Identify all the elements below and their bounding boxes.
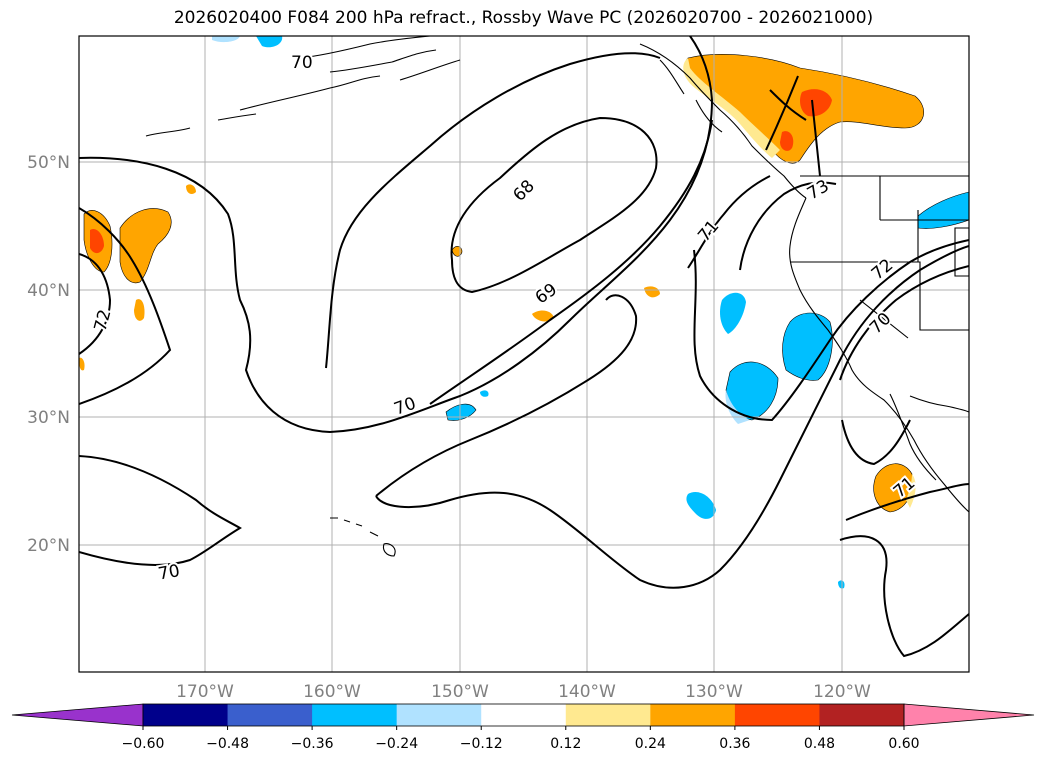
colorbar-extension-high xyxy=(903,703,1035,727)
colorbar-tick-label: 0.36 xyxy=(719,736,750,752)
contour-73-west xyxy=(79,207,172,405)
contour-71 xyxy=(375,245,969,589)
coastlines xyxy=(145,36,969,557)
colorbar-segment xyxy=(819,704,905,726)
british-columbia-coast xyxy=(639,43,807,199)
lon-label-120w: 120°W xyxy=(813,682,871,702)
shaded-anomalies xyxy=(79,36,969,589)
colorbar-segment xyxy=(143,704,229,726)
contour-north-cross xyxy=(765,75,821,177)
positive-anomaly-canada-edge xyxy=(683,58,780,158)
plot-title: 2026020400 F084 200 hPa refract., Rossby… xyxy=(173,8,874,28)
colorbar-tick-label: 0.60 xyxy=(888,736,919,752)
state-borders xyxy=(790,176,969,339)
lon-label-150w: 150°W xyxy=(431,682,489,702)
colorbar-segment xyxy=(227,704,313,726)
contour-68 xyxy=(450,116,658,294)
negative-anomaly-9 xyxy=(212,36,240,43)
colorbar-segment xyxy=(734,704,820,726)
contour-label-70-sw: 70 xyxy=(157,561,182,584)
graticule xyxy=(79,36,969,672)
contour-70-east xyxy=(839,265,969,466)
positive-anomaly-mid-2 xyxy=(532,310,554,322)
colorbar-tick-label: −0.12 xyxy=(460,736,503,752)
colorbar-tick-label: 0.48 xyxy=(804,736,835,752)
colorbar-segment xyxy=(396,704,482,726)
negative-anomaly-8 xyxy=(838,580,845,589)
colorbar-tick-label: −0.24 xyxy=(375,736,418,752)
alaska-coast xyxy=(145,36,461,137)
positive-anomaly-baja-edge xyxy=(906,474,916,508)
negative-anomaly-4 xyxy=(686,491,716,519)
positive-anomaly-west-4 xyxy=(186,184,196,194)
lat-label-20n: 20°N xyxy=(27,536,70,556)
colorbar-tick-label: −0.48 xyxy=(206,736,249,752)
lat-label-30n: 30°N xyxy=(27,408,70,428)
negative-anomaly-1 xyxy=(720,292,746,334)
hawaii-islands xyxy=(330,517,396,557)
lon-label-170w: 170°W xyxy=(176,682,234,702)
colorbar-extension-low xyxy=(11,703,144,727)
refractivity-contours xyxy=(79,36,969,658)
colorbar-frame xyxy=(142,703,905,727)
strong-anomaly-canada-2 xyxy=(780,131,794,151)
colorbar-segment xyxy=(565,704,651,726)
colorbar-tick-label: 0.24 xyxy=(635,736,666,752)
contour-70-north xyxy=(79,36,714,434)
lon-label-140w: 140°W xyxy=(558,682,616,702)
contour-73 xyxy=(739,181,837,271)
colorbar-tick-label: −0.36 xyxy=(291,736,334,752)
latitude-labels: 50°N 40°N 30°N 20°N xyxy=(27,153,70,556)
baja-coast xyxy=(889,393,969,481)
colorbar-segment xyxy=(481,704,567,726)
negative-anomaly-10 xyxy=(256,36,283,48)
contour-72-west xyxy=(79,253,112,355)
contour-69 xyxy=(325,52,661,369)
lat-label-50n: 50°N xyxy=(27,153,70,173)
negative-anomaly-3-edge xyxy=(725,390,750,424)
colorbar-segment xyxy=(312,704,398,726)
contour-70-baja xyxy=(845,483,969,521)
colorbar-tick-label: 0.12 xyxy=(550,736,581,752)
contour-71-baja xyxy=(839,535,969,658)
contour-label-70-top: 70 xyxy=(291,53,313,73)
lat-label-40n: 40°N xyxy=(27,281,70,301)
negative-anomaly-7 xyxy=(917,191,969,229)
strong-anomaly-canada xyxy=(800,89,832,117)
strong-anomaly-west xyxy=(90,228,104,254)
longitude-labels: 170°W 160°W 150°W 140°W 130°W 120°W xyxy=(176,682,871,702)
map-frame xyxy=(78,35,970,673)
colorbar-tick-label: −0.60 xyxy=(122,736,165,752)
map-background xyxy=(79,36,969,672)
positive-anomaly-edge xyxy=(79,357,85,371)
colorbar-segment xyxy=(650,704,736,726)
contour-70-south xyxy=(375,294,638,497)
contour-72-east xyxy=(693,239,969,422)
us-west-coast xyxy=(789,197,969,513)
colorbar: −0.60 −0.48 −0.36 −0.24 −0.12 0.12 0.24 0.36 0.4… xyxy=(11,703,1035,752)
positive-anomaly-mid-3 xyxy=(644,286,660,298)
positive-anomaly-west-3 xyxy=(134,299,145,321)
lon-label-130w: 130°W xyxy=(685,682,743,702)
positive-anomaly-west-2 xyxy=(119,208,172,284)
lon-label-160w: 160°W xyxy=(303,682,361,702)
negative-anomaly-6 xyxy=(480,390,489,397)
negative-anomaly-5 xyxy=(445,403,477,421)
contour-70-sw xyxy=(79,455,242,567)
negative-anomaly-2 xyxy=(782,312,833,381)
contour-71-inner xyxy=(687,175,771,269)
contour-69-inner xyxy=(429,119,713,405)
